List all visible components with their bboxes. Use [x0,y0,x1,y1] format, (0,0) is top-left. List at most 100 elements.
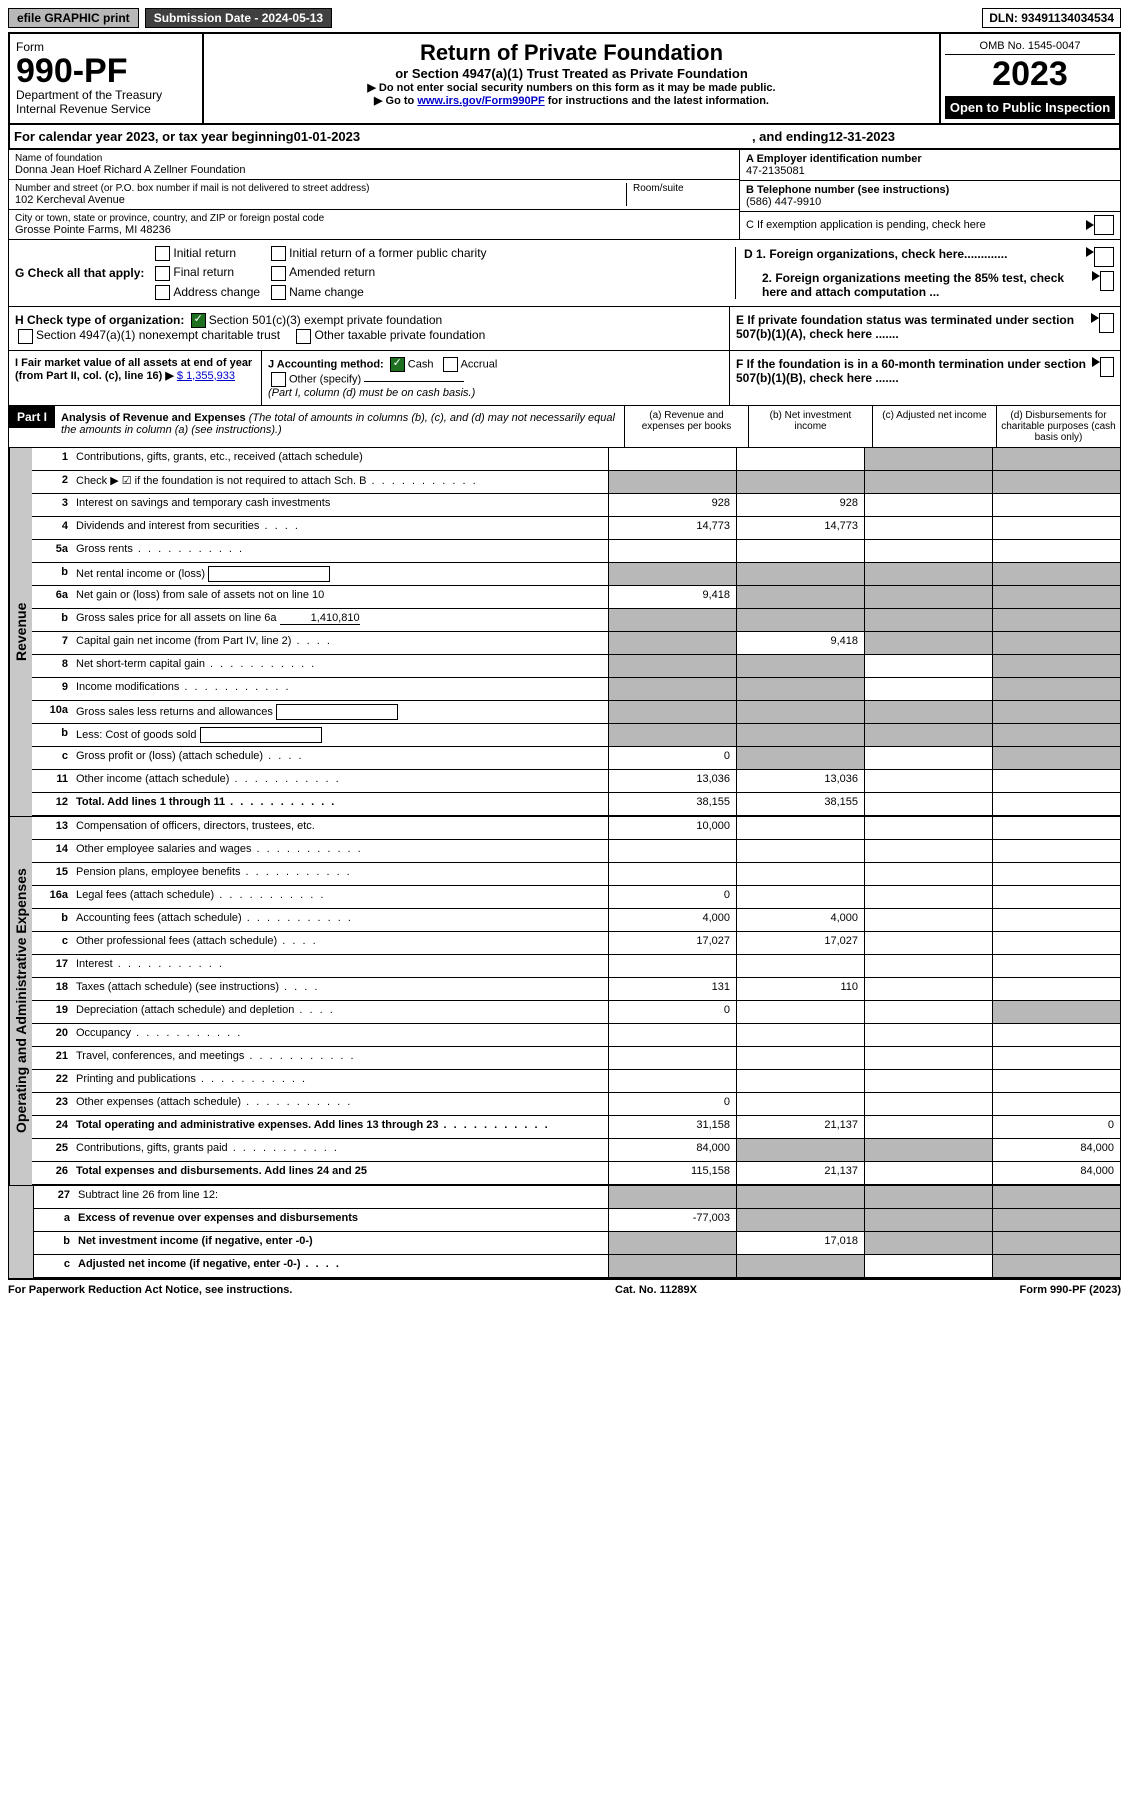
line-number: 17 [32,955,72,977]
tax-year: 2023 [945,55,1115,94]
open-to-public: Open to Public Inspection [945,96,1115,119]
irs-label: Internal Revenue Service [16,102,196,116]
line-description: Gross rents [72,540,608,562]
line-number: c [32,932,72,954]
line-number: b [32,609,72,631]
part-1-badge: Part I [9,406,55,428]
line-number: 8 [32,655,72,677]
table-row: bAccounting fees (attach schedule)4,0004… [32,909,1120,932]
checkbox-f[interactable] [1100,357,1114,377]
checkbox-final-return[interactable] [155,266,170,281]
exemption-pending-label: C If exemption application is pending, c… [746,219,986,231]
line-description: Excess of revenue over expenses and disb… [74,1209,608,1231]
table-row: 23Other expenses (attach schedule)0 [32,1093,1120,1116]
line-description: Total expenses and disbursements. Add li… [72,1162,608,1184]
form-title: Return of Private Foundation [210,40,933,66]
table-row: 22Printing and publications [32,1070,1120,1093]
line-description: Taxes (attach schedule) (see instruction… [72,978,608,1000]
line-number: 21 [32,1047,72,1069]
checkbox-d1[interactable] [1094,247,1114,267]
submission-date-badge: Submission Date - 2024-05-13 [145,8,332,28]
table-row: cAdjusted net income (if negative, enter… [34,1255,1120,1278]
arrow-icon [1092,271,1100,281]
table-row: 13Compensation of officers, directors, t… [32,817,1120,840]
line-number: 2 [32,471,72,493]
checkbox-other-method[interactable] [271,372,286,387]
table-row: 6aNet gain or (loss) from sale of assets… [32,586,1120,609]
dept-label: Department of the Treasury [16,88,196,102]
line-description: Pension plans, employee benefits [72,863,608,885]
line-number: 24 [32,1116,72,1138]
revenue-table: Revenue 1Contributions, gifts, grants, e… [8,448,1121,817]
line-description: Travel, conferences, and meetings [72,1047,608,1069]
table-row: 4Dividends and interest from securities1… [32,517,1120,540]
checkbox-initial-return[interactable] [155,246,170,261]
line-number: 7 [32,632,72,654]
d1-label: D 1. Foreign organizations, check here..… [744,247,1007,267]
checkbox-amended[interactable] [271,266,286,281]
line-description: Occupancy [72,1024,608,1046]
checkbox-accrual[interactable] [443,357,458,372]
line-number: 25 [32,1139,72,1161]
table-row: 2Check ▶ ☑ if the foundation is not requ… [32,471,1120,494]
checkbox-name-change[interactable] [271,285,286,300]
table-row: cGross profit or (loss) (attach schedule… [32,747,1120,770]
line-description: Net rental income or (loss) [72,563,608,585]
line-number: b [32,563,72,585]
addr-label: Number and street (or P.O. box number if… [15,183,626,194]
line-number: c [34,1255,74,1277]
table-row: 19Depreciation (attach schedule) and dep… [32,1001,1120,1024]
table-row: 11Other income (attach schedule)13,03613… [32,770,1120,793]
city-label: City or town, state or province, country… [15,213,733,224]
line-number: 20 [32,1024,72,1046]
checkbox-other-taxable[interactable] [296,329,311,344]
table-row: 25Contributions, gifts, grants paid84,00… [32,1139,1120,1162]
checkbox-d2[interactable] [1100,271,1114,291]
checkbox-cash[interactable]: ✓ [390,357,405,372]
e-label: E If private foundation status was termi… [736,313,1091,344]
fair-market-value[interactable]: $ 1,355,933 [177,370,235,382]
page-footer: For Paperwork Reduction Act Notice, see … [8,1280,1121,1300]
line-description: Interest [72,955,608,977]
checkbox-c[interactable] [1094,215,1114,235]
line-description: Total. Add lines 1 through 11 [72,793,608,815]
line-number: 15 [32,863,72,885]
table-row: bGross sales price for all assets on lin… [32,609,1120,632]
table-row: 21Travel, conferences, and meetings [32,1047,1120,1070]
line-description: Check ▶ ☑ if the foundation is not requi… [72,471,608,493]
checkbox-e[interactable] [1099,313,1114,333]
line-number: 1 [32,448,72,470]
table-row: bNet rental income or (loss) [32,563,1120,586]
arrow-icon [1086,220,1094,230]
checkbox-address-change[interactable] [155,285,170,300]
section-h-e: H Check type of organization: ✓Section 5… [8,307,1121,351]
line-number: 22 [32,1070,72,1092]
table-row: 27Subtract line 26 from line 12: [34,1186,1120,1209]
line-description: Accounting fees (attach schedule) [72,909,608,931]
col-c-header: (c) Adjusted net income [872,406,996,447]
table-row: 26Total expenses and disbursements. Add … [32,1162,1120,1185]
checkbox-4947[interactable] [18,329,33,344]
efile-print-button[interactable]: efile GRAPHIC print [8,8,139,28]
line-number: 4 [32,517,72,539]
line-number: 14 [32,840,72,862]
irs-link[interactable]: www.irs.gov/Form990PF [417,95,544,107]
line-number: 27 [34,1186,74,1208]
footer-mid: Cat. No. 11289X [615,1284,697,1296]
col-d-header: (d) Disbursements for charitable purpose… [996,406,1120,447]
arrow-icon [1092,357,1100,367]
line-number: 5a [32,540,72,562]
foundation-city: Grosse Pointe Farms, MI 48236 [15,224,733,236]
part-1-title: Analysis of Revenue and Expenses [61,412,246,424]
checkbox-initial-former[interactable] [271,246,286,261]
line-number: b [32,909,72,931]
line-description: Capital gain net income (from Part IV, l… [72,632,608,654]
room-label: Room/suite [633,183,733,194]
line-description: Total operating and administrative expen… [72,1116,608,1138]
line-number: b [32,724,72,746]
table-row: 15Pension plans, employee benefits [32,863,1120,886]
foundation-info: Name of foundationDonna Jean Hoef Richar… [8,149,1121,240]
table-row: 5aGross rents [32,540,1120,563]
line-description: Compensation of officers, directors, tru… [72,817,608,839]
checkbox-501c3[interactable]: ✓ [191,313,206,328]
